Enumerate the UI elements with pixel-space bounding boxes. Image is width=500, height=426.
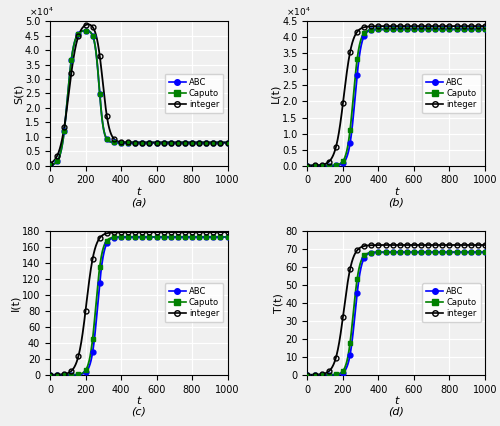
X-axis label: t: t [394, 187, 398, 197]
Text: (b): (b) [388, 197, 404, 207]
Legend: ABC, Caputo, integer: ABC, Caputo, integer [164, 74, 224, 113]
Text: (d): (d) [388, 407, 404, 417]
Y-axis label: S(t): S(t) [14, 83, 24, 104]
Legend: ABC, Caputo, integer: ABC, Caputo, integer [422, 74, 481, 113]
Text: (c): (c) [132, 407, 146, 417]
Text: $\times10^4$: $\times10^4$ [286, 6, 311, 18]
Text: (a): (a) [131, 197, 146, 207]
X-axis label: t: t [394, 396, 398, 406]
X-axis label: t: t [136, 396, 141, 406]
Text: $\times10^4$: $\times10^4$ [28, 6, 54, 18]
Legend: ABC, Caputo, integer: ABC, Caputo, integer [164, 283, 224, 322]
Y-axis label: L(t): L(t) [271, 84, 281, 103]
Legend: ABC, Caputo, integer: ABC, Caputo, integer [422, 283, 481, 322]
Y-axis label: T(t): T(t) [274, 293, 284, 313]
Y-axis label: I(t): I(t) [10, 294, 20, 311]
X-axis label: t: t [136, 187, 141, 197]
